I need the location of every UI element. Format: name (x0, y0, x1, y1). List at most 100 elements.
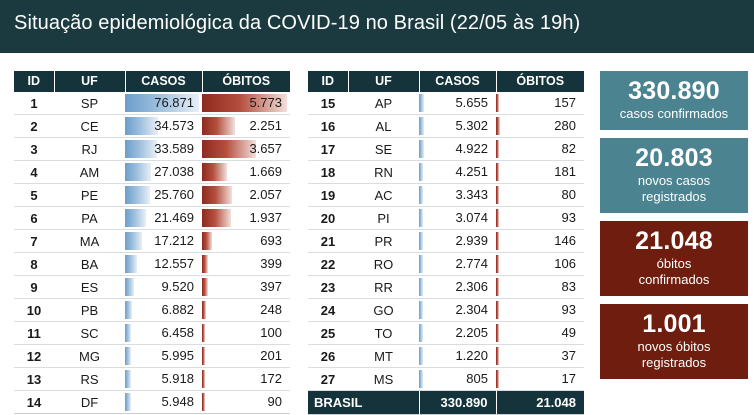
cell-id: 5 (14, 183, 54, 207)
table-row[interactable]: 23 RR 2.306 83 (308, 275, 584, 299)
casos-value: 6.458 (161, 325, 194, 340)
obitos-data-bar (202, 278, 208, 296)
cell-casos: 25.760 (125, 183, 202, 207)
cell-id: 2 (14, 114, 54, 138)
cell-uf: ES (54, 275, 125, 299)
table-row[interactable]: 11 SC 6.458 100 (14, 321, 290, 345)
cell-uf: RN (348, 160, 419, 184)
cell-id: 26 (308, 344, 348, 368)
table-row[interactable]: 26 MT 1.220 37 (308, 344, 584, 368)
casos-value: 34.573 (154, 118, 194, 133)
obitos-data-bar (496, 186, 499, 204)
obitos-value: 106 (554, 256, 576, 271)
obitos-value: 172 (260, 371, 282, 386)
cell-uf: PR (348, 229, 419, 253)
casos-data-bar (419, 186, 423, 204)
obitos-value: 181 (554, 164, 576, 179)
obitos-data-bar (496, 278, 499, 296)
cell-casos: 5.948 (125, 390, 202, 414)
casos-data-bar (125, 232, 142, 250)
obitos-value: 90 (267, 394, 282, 409)
cell-casos: 4.251 (419, 160, 496, 184)
obitos-data-bar (202, 393, 205, 411)
cell-obitos: 397 (202, 275, 290, 299)
summary-card: 330.890 casos confirmados (600, 71, 748, 130)
table-row[interactable]: 20 PI 3.074 93 (308, 206, 584, 230)
casos-data-bar (125, 255, 138, 273)
obitos-data-bar (496, 232, 499, 250)
table-row[interactable]: 15 AP 5.655 157 (308, 92, 584, 115)
obitos-value: 5.773 (249, 95, 282, 110)
table-row[interactable]: 9 ES 9.520 397 (14, 275, 290, 299)
table-row[interactable]: 7 MA 17.212 693 (14, 229, 290, 253)
cell-uf: MS (348, 367, 419, 391)
table-row[interactable]: 19 AC 3.343 80 (308, 183, 584, 207)
cell-casos: 805 (419, 367, 496, 391)
casos-data-bar (419, 117, 425, 135)
table-row[interactable]: 3 RJ 33.589 3.657 (14, 137, 290, 161)
cell-uf: RO (348, 252, 419, 276)
table-row[interactable]: 1 SP 76.871 5.773 (14, 92, 290, 115)
obitos-data-bar (202, 255, 208, 273)
cell-obitos: 37 (496, 344, 584, 368)
cell-id: 7 (14, 229, 54, 253)
casos-data-bar (125, 393, 131, 411)
cell-id: 25 (308, 321, 348, 345)
cell-obitos: 100 (202, 321, 290, 345)
table-row[interactable]: 8 BA 12.557 399 (14, 252, 290, 276)
casos-data-bar (419, 301, 423, 319)
table-row[interactable]: 2 CE 34.573 2.251 (14, 114, 290, 138)
cell-id: 1 (14, 92, 54, 115)
summary-card: 1.001 novos óbitos registrados (600, 304, 748, 379)
table-row[interactable]: 10 PB 6.882 248 (14, 298, 290, 322)
table-row[interactable]: 6 PA 21.469 1.937 (14, 206, 290, 230)
cell-casos: 5.655 (419, 92, 496, 115)
cell-uf: MG (54, 344, 125, 368)
cell-id: 9 (14, 275, 54, 299)
cell-casos: 5.302 (419, 114, 496, 138)
table-row[interactable]: 21 PR 2.939 146 (308, 229, 584, 253)
cell-casos: 3.074 (419, 206, 496, 230)
cell-obitos: 2.057 (202, 183, 290, 207)
obitos-value: 2.057 (249, 187, 282, 202)
table-row[interactable]: 13 RS 5.918 172 (14, 367, 290, 391)
table-header-row: ID UF CASOS ÓBITOS (14, 71, 290, 92)
table-row[interactable]: 18 RN 4.251 181 (308, 160, 584, 184)
table-row[interactable]: 17 SE 4.922 82 (308, 137, 584, 161)
cell-obitos: 1.669 (202, 160, 290, 184)
obitos-value: 2.251 (249, 118, 282, 133)
cell-obitos: 5.773 (202, 92, 290, 115)
cell-id: 22 (308, 252, 348, 276)
casos-value: 5.302 (455, 118, 488, 133)
cell-id: 27 (308, 367, 348, 391)
table-header-row: ID UF CASOS ÓBITOS (308, 71, 584, 92)
cell-uf: MA (54, 229, 125, 253)
cell-obitos: 49 (496, 321, 584, 345)
cell-casos: 76.871 (125, 92, 202, 115)
cell-uf: PI (348, 206, 419, 230)
table-row[interactable]: 4 AM 27.038 1.669 (14, 160, 290, 184)
summary-card-label: novos óbitos registrados (637, 339, 711, 370)
table-row[interactable]: 22 RO 2.774 106 (308, 252, 584, 276)
table-row[interactable]: 25 TO 2.205 49 (308, 321, 584, 345)
table-row[interactable]: 27 MS 805 17 (308, 367, 584, 391)
summary-card-number: 330.890 (628, 77, 720, 105)
summary-cards: 330.890 casos confirmados 20.803 novos caso… (600, 71, 748, 387)
summary-card-number: 20.803 (635, 144, 713, 172)
cell-uf: PA (54, 206, 125, 230)
table-row[interactable]: 16 AL 5.302 280 (308, 114, 584, 138)
obitos-data-bar (202, 117, 236, 135)
cell-casos: 2.304 (419, 298, 496, 322)
cell-casos: 5.918 (125, 367, 202, 391)
cell-uf: CE (54, 114, 125, 138)
casos-data-bar (125, 117, 159, 135)
casos-value: 21.469 (154, 210, 194, 225)
table-row[interactable]: 12 MG 5.995 201 (14, 344, 290, 368)
table-row[interactable]: 14 DF 5.948 90 (14, 390, 290, 414)
table-row[interactable]: 5 PE 25.760 2.057 (14, 183, 290, 207)
table-row[interactable]: 24 GO 2.304 93 (308, 298, 584, 322)
obitos-value: 1.937 (249, 210, 282, 225)
obitos-value: 93 (561, 302, 576, 317)
cell-id: 24 (308, 298, 348, 322)
